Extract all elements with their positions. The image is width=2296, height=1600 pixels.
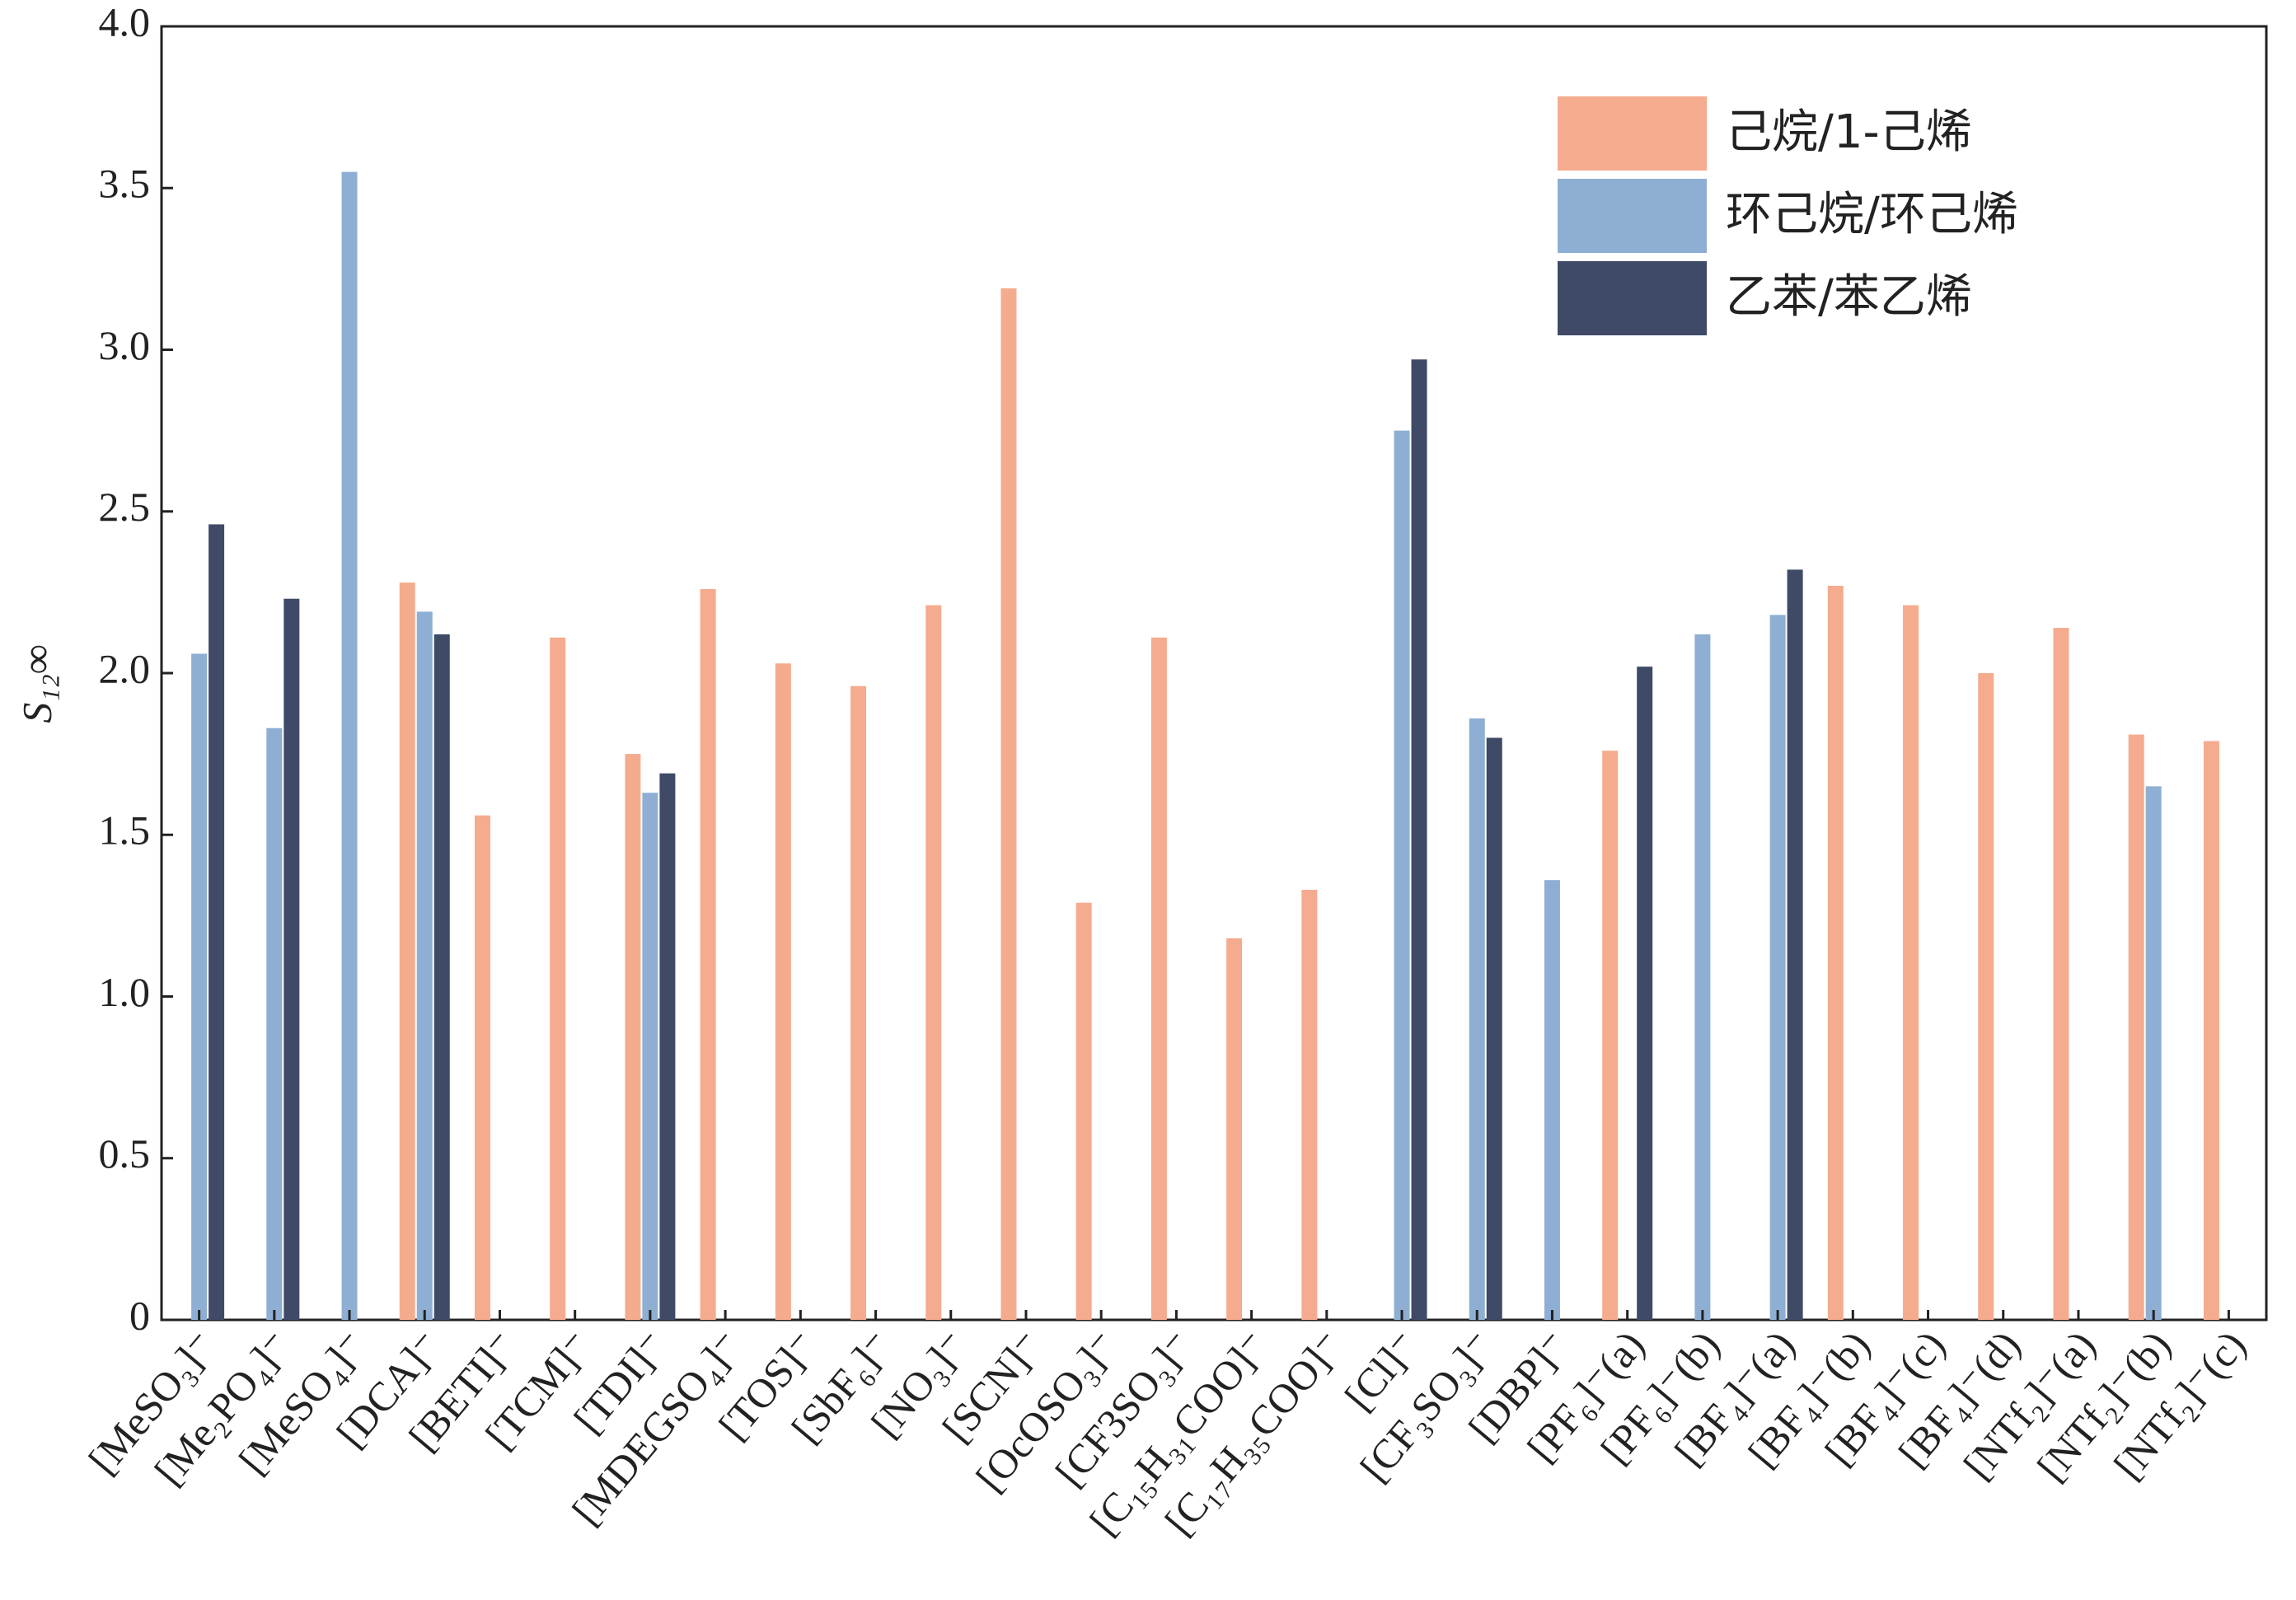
y-tick-label: 1.5 <box>99 807 151 854</box>
bar <box>474 815 490 1320</box>
bar <box>266 727 283 1320</box>
y-tick-label: 1.0 <box>99 969 151 1015</box>
bar <box>925 605 942 1320</box>
legend-label: 乙苯/苯乙烯 <box>1726 270 1972 324</box>
bar <box>1411 359 1427 1320</box>
bar <box>1075 902 1092 1320</box>
bar <box>1000 288 1017 1320</box>
y-tick-label: 0 <box>129 1292 150 1338</box>
bar <box>775 663 791 1320</box>
legend-swatch <box>1558 261 1707 335</box>
bar <box>1394 430 1410 1320</box>
bar <box>850 685 867 1320</box>
bar <box>433 634 450 1320</box>
bar <box>2128 734 2144 1320</box>
bar <box>1787 569 1803 1320</box>
y-tick-label: 2.5 <box>99 484 151 530</box>
y-tick-label: 3.0 <box>99 322 151 368</box>
bar <box>341 171 358 1320</box>
bar <box>416 611 433 1320</box>
bar <box>1226 938 1243 1320</box>
bar <box>625 754 641 1320</box>
bar <box>1827 586 1844 1320</box>
bar <box>659 773 676 1320</box>
bar <box>191 653 208 1320</box>
bar <box>2203 741 2219 1320</box>
y-tick-label: 0.5 <box>99 1130 151 1177</box>
y-tick-label: 4.0 <box>99 0 151 44</box>
bar <box>1469 718 1485 1320</box>
bar <box>2053 628 2069 1320</box>
bar <box>1769 615 1786 1320</box>
legend-label: 己烷/1-己烯 <box>1726 105 1972 159</box>
bar <box>2145 786 2162 1320</box>
bar <box>1903 605 1919 1320</box>
legend-label: 环己烷/环己烯 <box>1726 188 2018 241</box>
bar <box>283 598 300 1320</box>
bar <box>399 582 415 1320</box>
y-tick-label: 2.0 <box>99 645 151 691</box>
bar <box>1486 737 1502 1320</box>
bar <box>1301 889 1318 1320</box>
bar <box>550 637 566 1320</box>
legend-swatch <box>1558 179 1707 253</box>
y-axis-label: S₁₂∞ <box>13 644 59 723</box>
bar <box>1544 880 1560 1320</box>
bar <box>642 793 658 1320</box>
bar <box>700 588 716 1320</box>
bar <box>1694 634 1711 1320</box>
bar <box>1978 673 1994 1320</box>
y-tick-label: 3.5 <box>99 161 151 207</box>
bar <box>1602 751 1619 1320</box>
bar <box>209 524 225 1320</box>
legend-swatch <box>1558 96 1707 171</box>
bar <box>1637 667 1653 1320</box>
bar <box>1150 637 1167 1320</box>
